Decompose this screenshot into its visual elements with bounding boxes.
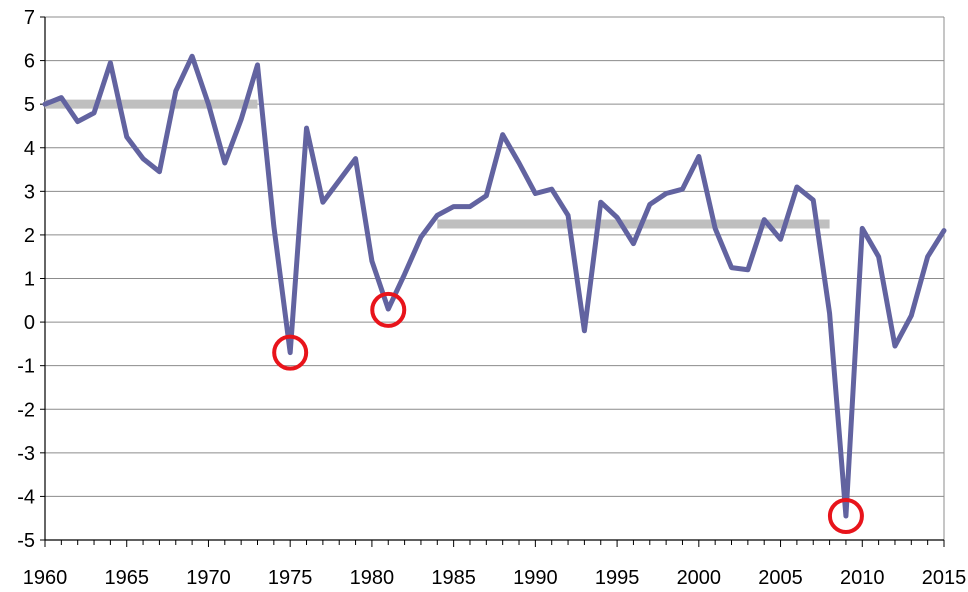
y-tick-label: -4 [17, 486, 35, 508]
x-tick-label: 1965 [104, 567, 149, 589]
tick-labels: -5 -4 -3 -2 -1 0 1 2 3 4 5 6 7 1960 1965 1970 1975 1980 19… [17, 7, 966, 589]
x-tick-label: 1985 [431, 567, 476, 589]
gridlines [45, 16, 945, 540]
x-tick-label: 2005 [758, 567, 803, 589]
y-tick-label: 4 [24, 138, 35, 160]
x-tick-label: 2000 [677, 567, 722, 589]
x-tick-label: 2015 [922, 567, 967, 589]
x-tick-label: 2010 [840, 567, 885, 589]
x-tick-label: 1960 [23, 567, 68, 589]
y-tick-label: 3 [24, 181, 35, 203]
y-tick-label: 2 [24, 225, 35, 247]
highlight-circle [827, 498, 864, 535]
series-line [42, 53, 947, 519]
y-tick-label: 5 [24, 94, 35, 116]
x-tick-label: 1990 [513, 567, 558, 589]
y-tick-label: 0 [24, 312, 35, 334]
x-tick-label: 1995 [595, 567, 640, 589]
y-tick-label: 1 [24, 269, 35, 291]
y-tick-label: -5 [17, 530, 35, 552]
highlight-circle [370, 291, 407, 328]
highlight-circle [272, 334, 309, 371]
y-tick-label: -3 [17, 443, 35, 465]
series-lines [42, 53, 947, 519]
y-tick-label: 7 [24, 7, 35, 29]
y-tick-label: -1 [17, 356, 35, 378]
y-tick-label: 6 [24, 51, 35, 73]
x-tick-label: 1970 [186, 567, 231, 589]
highlight-markers [272, 291, 864, 535]
x-tick-label: 1980 [350, 567, 395, 589]
y-tick-label: -2 [17, 399, 35, 421]
x-tick-label: 1975 [268, 567, 313, 589]
